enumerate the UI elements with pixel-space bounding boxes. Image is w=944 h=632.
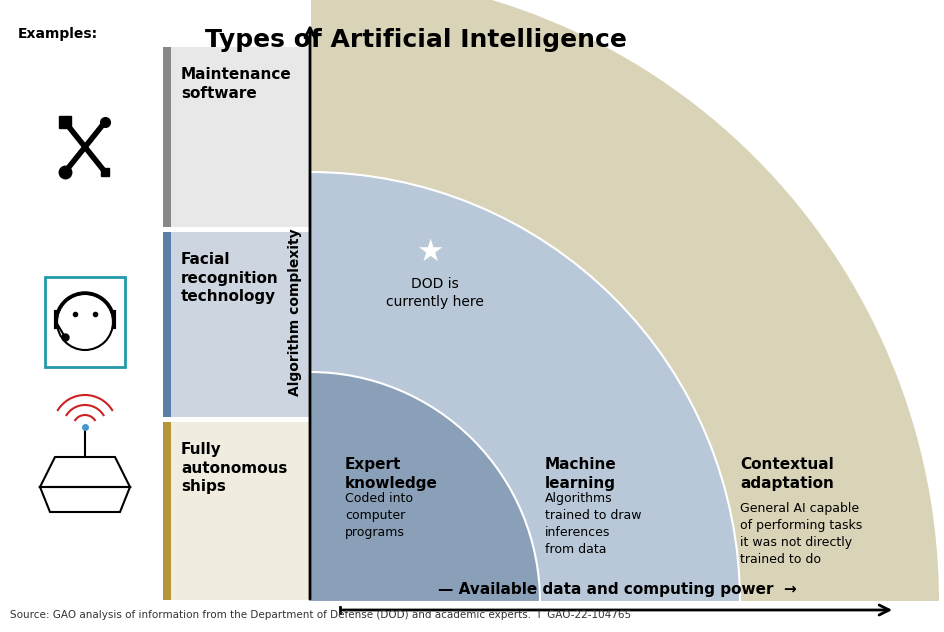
Text: — Available data and computing power  →: — Available data and computing power →: [437, 582, 796, 597]
Bar: [162, 47, 171, 227]
Bar: [162, 232, 310, 417]
Bar: [162, 422, 171, 600]
Text: Source: GAO analysis of information from the Department of Defense (DOD) and aca: Source: GAO analysis of information from…: [10, 610, 631, 620]
Text: Examples:: Examples:: [18, 27, 98, 41]
Bar: [162, 422, 310, 600]
Text: Algorithms
trained to draw
inferences
from data: Algorithms trained to draw inferences fr…: [545, 492, 641, 556]
Text: Types of Artificial Intelligence: Types of Artificial Intelligence: [205, 28, 626, 52]
Text: Contextual
adaptation: Contextual adaptation: [739, 457, 833, 490]
Text: Expert
knowledge: Expert knowledge: [345, 457, 437, 490]
Bar: [162, 232, 171, 417]
Text: Coded into
computer
programs: Coded into computer programs: [345, 492, 413, 539]
Text: Machine
learning: Machine learning: [545, 457, 616, 490]
Text: Facial
recognition
technology: Facial recognition technology: [181, 252, 278, 304]
Text: Fully
autonomous
ships: Fully autonomous ships: [181, 442, 287, 494]
Wedge shape: [310, 172, 739, 602]
Text: Algorithm complexity: Algorithm complexity: [288, 228, 302, 396]
Text: DOD is
currently here: DOD is currently here: [386, 277, 483, 310]
Text: ★: ★: [416, 238, 444, 267]
Wedge shape: [310, 372, 539, 602]
Text: General AI capable
of performing tasks
it was not directly
trained to do: General AI capable of performing tasks i…: [739, 502, 861, 566]
Text: Maintenance
software: Maintenance software: [181, 67, 292, 100]
Bar: [162, 47, 310, 227]
Bar: [45, 277, 125, 367]
Wedge shape: [310, 0, 939, 602]
